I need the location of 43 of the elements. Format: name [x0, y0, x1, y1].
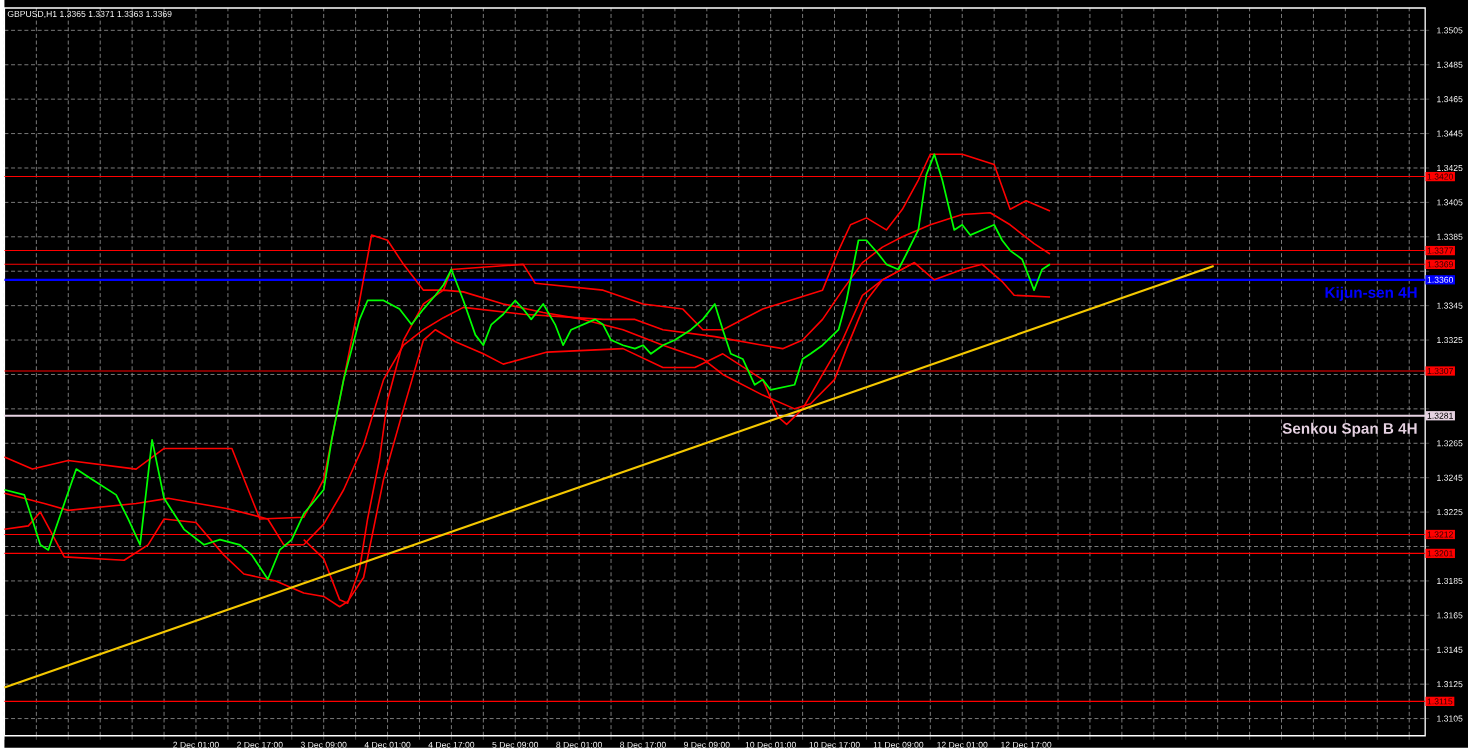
- y-tick-label: 1.3485: [1437, 61, 1463, 68]
- y-tick-label: 1.3265: [1437, 440, 1463, 447]
- annotation: 1.3360: [1427, 276, 1454, 283]
- chart-title: GBPUSD,H1 1.3365 1.3371 1.3363 1.3369: [7, 10, 172, 18]
- x-tick-label: 4 Dec 01:00: [364, 741, 411, 748]
- x-tick-label: 2 Dec 01:00: [173, 741, 219, 748]
- y-tick-label: 1.3385: [1437, 233, 1463, 240]
- y-tick-label: 1.3225: [1437, 508, 1463, 516]
- y-tick-label: 1.3185: [1437, 577, 1463, 584]
- y-tick-label: 1.3505: [1437, 27, 1463, 34]
- annotation: 1.3201: [1427, 550, 1453, 557]
- annotation: 1.3281: [1427, 412, 1453, 419]
- ref-line-label: Kijun-sen 4H: [1325, 286, 1417, 301]
- x-tick-label: 12 Dec 17:00: [1001, 741, 1052, 748]
- annotation: 1.3212: [1427, 531, 1453, 538]
- x-tick-label: 11 Dec 09:00: [873, 741, 924, 748]
- annotation: 1.3420: [1427, 173, 1454, 180]
- y-tick-label: 1.3405: [1437, 199, 1463, 206]
- y-tick-label: 1.3425: [1437, 164, 1463, 171]
- x-tick-label: 5 Dec 09:00: [492, 741, 539, 748]
- x-tick-label: 9 Dec 09:00: [684, 741, 730, 748]
- y-tick-label: 1.3445: [1437, 130, 1463, 137]
- x-tick-label: 2 Dec 17:00: [237, 741, 283, 748]
- y-tick-label: 1.3325: [1437, 336, 1463, 343]
- y-tick-label: 1.3125: [1437, 680, 1463, 688]
- x-tick-label: 8 Dec 17:00: [620, 741, 666, 748]
- x-tick-label: 10 Dec 01:00: [745, 741, 796, 748]
- y-tick-label: 1.3465: [1437, 95, 1463, 103]
- x-tick-label: 8 Dec 01:00: [556, 741, 602, 748]
- y-tick-label: 1.3245: [1437, 474, 1463, 481]
- ref-line-label: Senkou Span B 4H: [1282, 422, 1417, 437]
- x-tick-label: 12 Dec 01:00: [937, 741, 988, 748]
- x-tick-label: 10 Dec 17:00: [809, 741, 860, 748]
- x-tick-label: 3 Dec 09:00: [300, 741, 347, 748]
- y-tick-label: 1.3345: [1437, 302, 1463, 309]
- annotation: 1.3369: [1427, 261, 1453, 268]
- y-tick-label: 1.3105: [1437, 715, 1463, 722]
- x-tick-label: 4 Dec 17:00: [428, 741, 475, 748]
- annotation: 1.3377: [1427, 247, 1453, 254]
- annotation: 1.3307: [1427, 367, 1453, 374]
- y-tick-label: 1.3145: [1437, 646, 1463, 653]
- y-tick-label: 1.3165: [1437, 612, 1463, 619]
- annotation: 1.3115: [1427, 698, 1453, 705]
